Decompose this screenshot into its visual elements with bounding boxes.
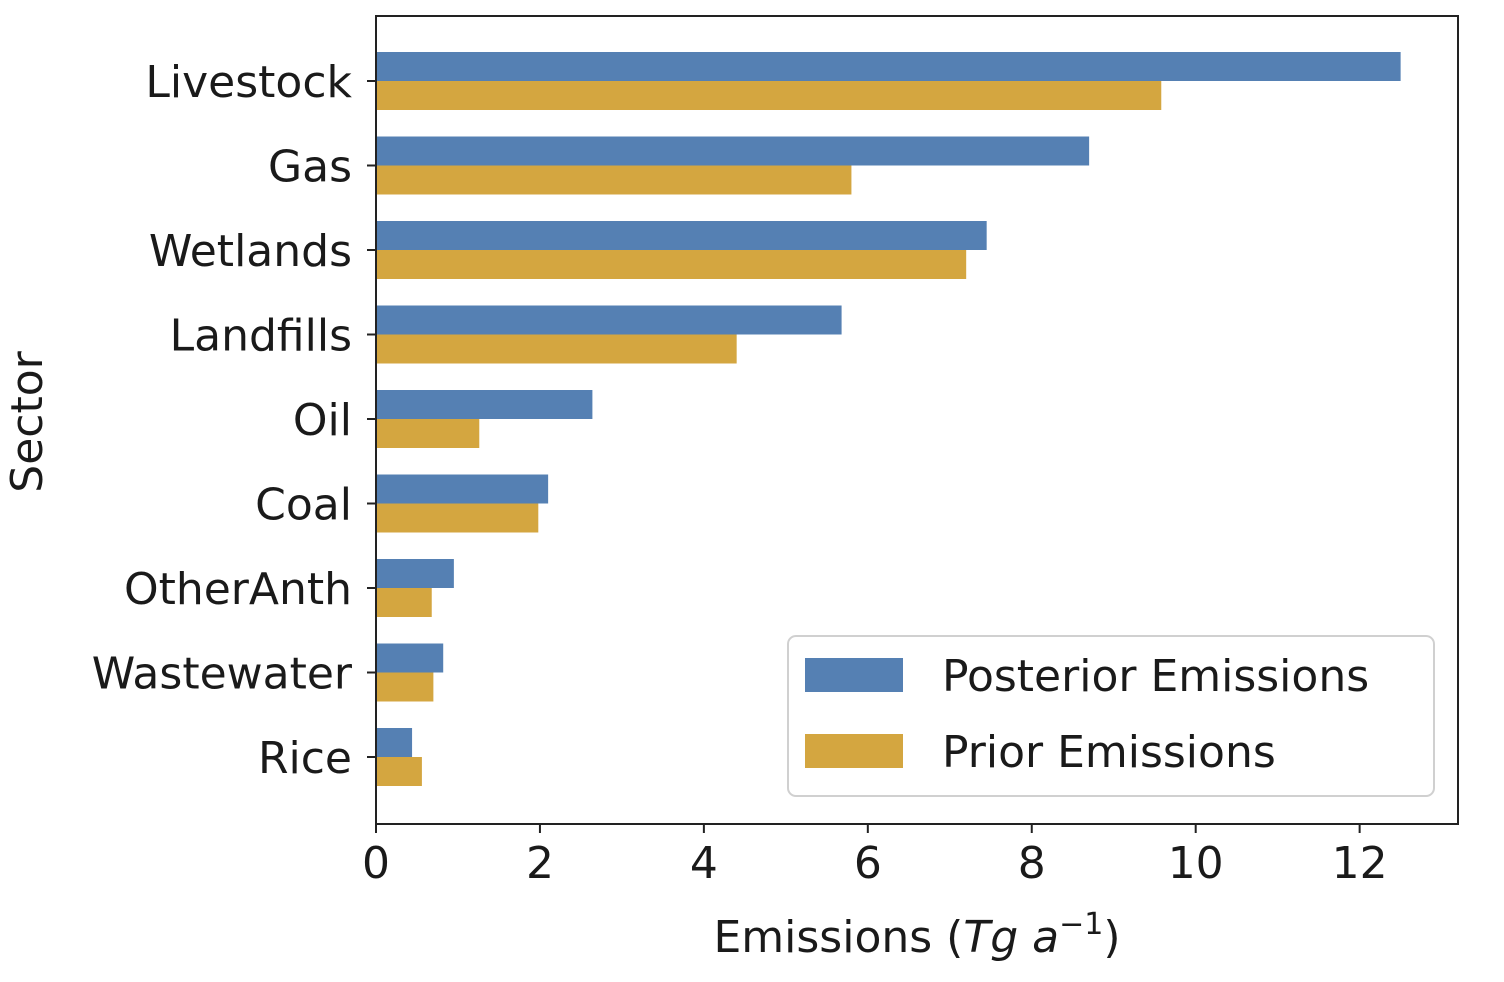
- x-tick-label-12: 12: [1332, 838, 1388, 889]
- legend: Posterior Emissions Prior Emissions: [787, 635, 1435, 797]
- bar-posterior-coal: [376, 474, 549, 504]
- x-tick-label-6: 6: [854, 838, 882, 889]
- y-tick-label-coal: Coal: [255, 480, 352, 531]
- legend-swatch-prior: [805, 734, 903, 768]
- x-axis-label: Emissions (Tg a−1): [713, 907, 1120, 963]
- x-tick-label-8: 8: [1018, 838, 1046, 889]
- bar-posterior-wetlands: [376, 221, 987, 250]
- x-tick-label-0: 0: [362, 838, 390, 889]
- bars-layer: [376, 52, 1401, 786]
- bar-prior-oil: [376, 419, 480, 448]
- bar-posterior-landfills: [376, 305, 842, 335]
- bar-posterior-gas: [376, 136, 1090, 166]
- y-tick-label-gas: Gas: [268, 142, 352, 193]
- y-tick-label-wetlands: Wetlands: [149, 226, 352, 277]
- x-axis: 0 2 4 6 8 10 12: [362, 824, 1388, 889]
- y-tick-label-wastewater: Wastewater: [92, 649, 353, 700]
- bar-prior-livestock: [376, 81, 1162, 110]
- bar-posterior-oil: [376, 390, 593, 419]
- bar-prior-landfills: [376, 334, 737, 364]
- bar-posterior-wastewater: [376, 643, 444, 673]
- x-tick-label-2: 2: [526, 838, 554, 889]
- legend-label-prior: Prior Emissions: [942, 727, 1276, 778]
- legend-swatch-posterior: [805, 658, 903, 692]
- y-tick-label-livestock: Livestock: [145, 57, 352, 108]
- y-axis-label: Sector: [2, 350, 53, 492]
- y-tick-label-oil: Oil: [293, 395, 352, 446]
- bar-prior-coal: [376, 503, 539, 533]
- bar-prior-rice: [376, 757, 422, 786]
- y-tick-label-landfills: Landfills: [170, 311, 352, 362]
- y-axis: Livestock Gas Wetlands Landfills Oil Coal Othe…: [92, 57, 376, 784]
- bar-posterior-rice: [376, 728, 413, 757]
- legend-label-posterior: Posterior Emissions: [942, 651, 1369, 702]
- bar-prior-wetlands: [376, 250, 967, 279]
- y-tick-label-otheranth: OtherAnth: [124, 564, 352, 615]
- bar-posterior-otheranth: [376, 559, 454, 588]
- bar-prior-otheranth: [376, 588, 432, 617]
- bar-prior-wastewater: [376, 672, 434, 702]
- y-tick-label-rice: Rice: [258, 733, 352, 784]
- bar-prior-gas: [376, 165, 852, 195]
- x-tick-label-4: 4: [690, 838, 718, 889]
- x-tick-label-10: 10: [1168, 838, 1224, 889]
- legend-frame: [787, 635, 1435, 797]
- bar-posterior-livestock: [376, 52, 1401, 81]
